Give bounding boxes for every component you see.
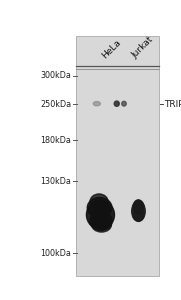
- Ellipse shape: [114, 101, 119, 106]
- Ellipse shape: [134, 200, 142, 210]
- Ellipse shape: [133, 200, 144, 214]
- Ellipse shape: [87, 197, 112, 218]
- Ellipse shape: [87, 200, 115, 229]
- Ellipse shape: [93, 211, 106, 222]
- Text: 100kDa: 100kDa: [41, 249, 71, 258]
- Ellipse shape: [122, 101, 126, 106]
- Bar: [76, 36, 159, 276]
- Text: HeLa: HeLa: [100, 38, 123, 60]
- Ellipse shape: [93, 101, 100, 106]
- Text: 300kDa: 300kDa: [41, 71, 71, 80]
- Ellipse shape: [92, 218, 111, 232]
- Text: TRIP12: TRIP12: [164, 100, 181, 109]
- Text: 130kDa: 130kDa: [41, 177, 71, 186]
- Ellipse shape: [90, 212, 112, 230]
- Ellipse shape: [90, 194, 108, 210]
- Ellipse shape: [134, 209, 144, 221]
- Ellipse shape: [94, 206, 110, 218]
- Text: 180kDa: 180kDa: [41, 136, 71, 145]
- Text: 250kDa: 250kDa: [40, 100, 71, 109]
- Ellipse shape: [132, 201, 145, 221]
- Text: Jurkat: Jurkat: [130, 35, 155, 60]
